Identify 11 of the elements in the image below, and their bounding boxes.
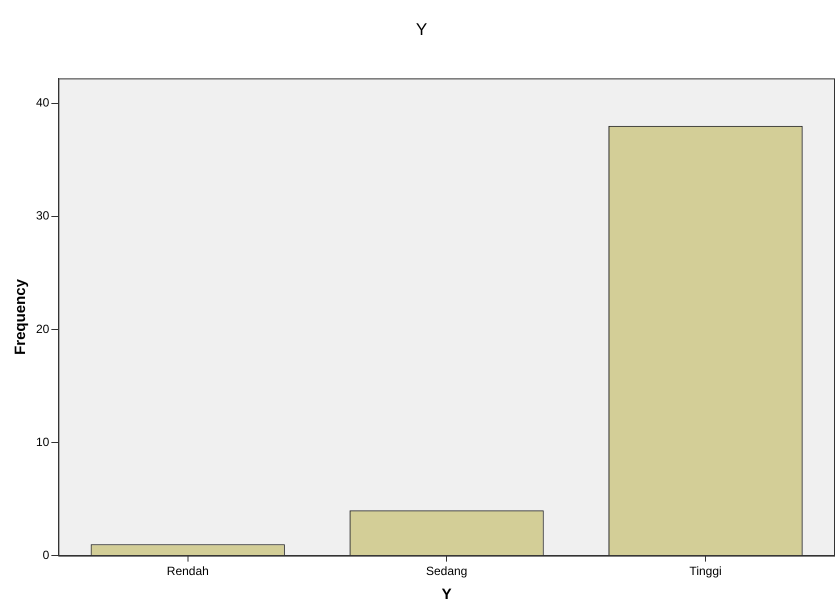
y-tick-label: 30 [36, 208, 50, 223]
chart-title: Y [416, 20, 428, 39]
x-tick-label: Rendah [166, 564, 209, 578]
y-tick-label: 10 [36, 434, 50, 449]
y-tick-label: 20 [36, 322, 50, 336]
y-tick-label: 40 [36, 96, 50, 110]
y-tick-label: 0 [42, 548, 50, 562]
x-axis-title: Y [442, 586, 452, 604]
x-tick-label: Tinggi [689, 564, 722, 578]
x-tick-label: Sedang [426, 564, 468, 578]
y-axis-title: Frequency [12, 278, 30, 355]
